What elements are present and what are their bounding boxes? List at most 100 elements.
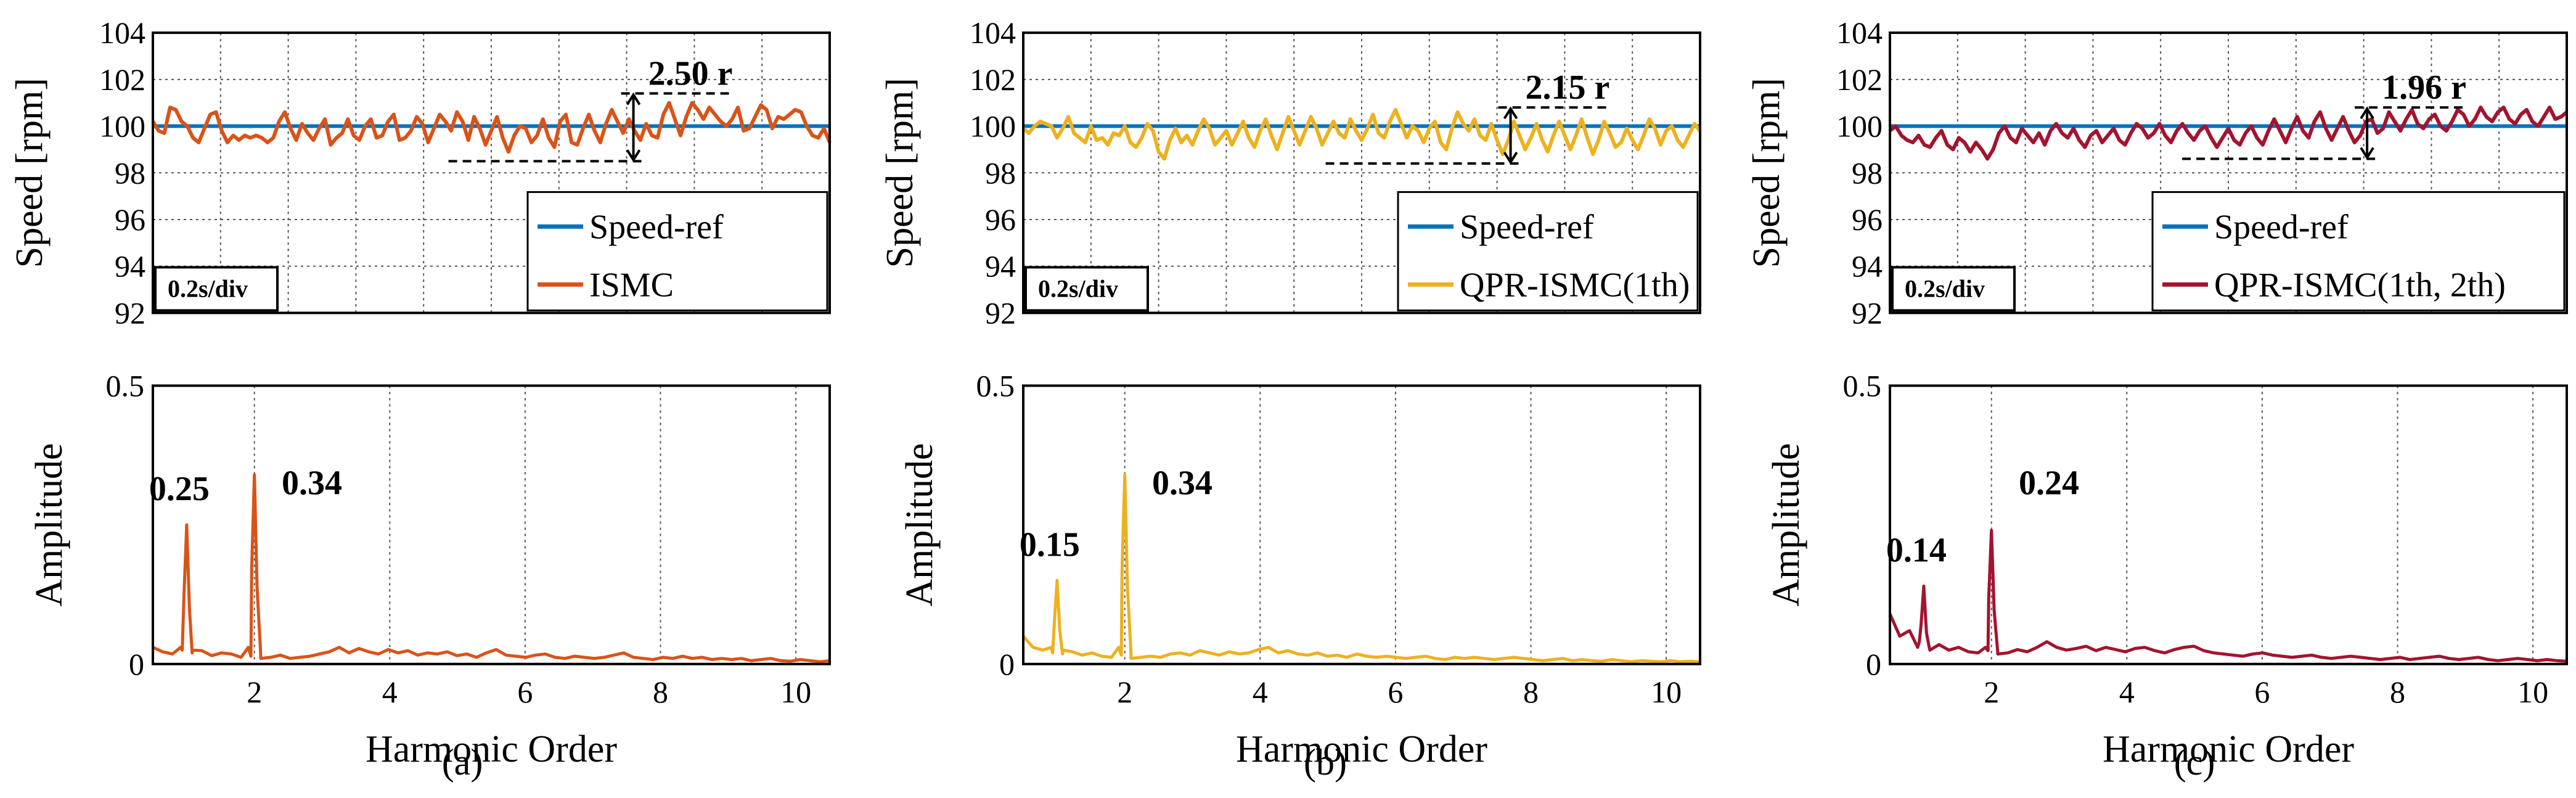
y-tick-label: 100 [970, 109, 1016, 144]
x-axis-label: Harmonic Order [2103, 728, 2354, 770]
y-tick-label: 102 [1836, 62, 1883, 97]
x-tick-label: 4 [1253, 675, 1268, 709]
peak-label-2: 0.24 [2019, 464, 2079, 502]
y-tick-label: 96 [1852, 202, 1883, 237]
x-tick-label: 2 [247, 675, 262, 709]
time-div-label: 0.2s/div [1905, 274, 1985, 302]
x-tick-label: 2 [1117, 675, 1132, 709]
series-line-QPR-ISMC(1th) [1022, 108, 1702, 161]
peak-label-2: 0.34 [282, 464, 342, 502]
y-tick-label: 0 [999, 647, 1015, 681]
y-axis-label: Amplitude [1765, 443, 1807, 606]
plot-c-fft: 2 4 6 8 10 0 0.5 Harmonic Order Amplitude 0.14 0.2… [1765, 368, 2568, 770]
y-axis-label: Speed [rpm] [9, 78, 51, 268]
x-axis-label: Harmonic Order [1236, 728, 1487, 770]
ripple-label: 1.96 r [2382, 68, 2466, 107]
ripple-arrow-head-up [626, 92, 641, 105]
y-tick-label: 92 [985, 295, 1016, 330]
y-axis-label: Speed [rpm] [1746, 78, 1788, 268]
plot-frame [152, 31, 831, 315]
y-tick-label: 0 [129, 647, 144, 681]
ripple-arrow-head-down [2360, 147, 2374, 160]
y-axis-label: Amplitude [899, 443, 941, 606]
ripple-label: 2.15 r [1526, 68, 1610, 107]
y-tick-label: 104 [970, 15, 1016, 50]
x-tick-label: 4 [2119, 675, 2135, 709]
x-tick-label: 8 [1523, 675, 1539, 709]
x-tick-label: 6 [2254, 675, 2270, 709]
legend-box [526, 191, 828, 311]
legend-box [2151, 191, 2566, 311]
series-line-ISMC [151, 101, 832, 154]
y-tick-label: 102 [99, 62, 145, 97]
y-tick-label: 94 [1852, 249, 1883, 284]
y-axis-label: Amplitude [28, 443, 70, 606]
subfigure-label-a: (a) [442, 742, 483, 783]
time-div-box [1891, 266, 2016, 312]
legend-entry: QPR-ISMC(1th, 2th) [2214, 266, 2506, 304]
y-tick-label: 92 [1852, 295, 1883, 330]
ripple-arrow-head-down [626, 149, 641, 163]
ripple-label: 2.50 r [648, 55, 733, 93]
time-div-label: 0.2s/div [1038, 274, 1118, 302]
x-tick-label: 8 [2390, 675, 2405, 709]
time-div-box [1024, 266, 1149, 312]
x-tick-label: 2 [1984, 675, 1999, 709]
plot-c-speed: 92 94 96 98 100 102 104 Speed [rpm] 1.96 r 0.2s/d… [1746, 15, 2568, 330]
legend-entry: Speed-ref [2214, 208, 2349, 246]
spectrum-line [1022, 473, 1701, 664]
legend-box [1397, 191, 1699, 311]
plot-b-speed: 92 94 96 98 100 102 104 Speed [rpm] 2.15 r 0.2s/d… [879, 15, 1702, 330]
x-tick-label: 10 [1651, 675, 1682, 709]
y-tick-label: 0.5 [106, 368, 145, 403]
y-tick-label: 94 [115, 249, 145, 284]
subfigure-label-c: (c) [2174, 742, 2215, 783]
y-tick-label: 98 [115, 155, 145, 190]
time-div-label: 0.2s/div [168, 274, 248, 302]
y-tick-label: 92 [115, 295, 145, 330]
x-tick-label: 4 [382, 675, 398, 709]
time-div-box [154, 266, 279, 312]
plot-a-fft: 2 4 6 8 10 0 0.5 Harmonic Order Amplitude 0.25 0.3… [28, 368, 831, 770]
subfigure-label-b: (b) [1304, 742, 1347, 783]
y-tick-label: 104 [1836, 15, 1883, 50]
y-tick-label: 0.5 [1843, 368, 1882, 403]
legend-entry: Speed-ref [1460, 208, 1594, 246]
plot-frame [1022, 31, 1701, 315]
x-tick-label: 10 [780, 675, 811, 709]
y-tick-label: 98 [1852, 155, 1883, 190]
plot-a-speed: 92 94 96 98 100 102 104 Speed [rpm] 2.50 r 0.2s/d… [9, 15, 832, 330]
peak-label-1: 0.14 [1886, 531, 1947, 569]
y-tick-label: 96 [115, 202, 145, 237]
ripple-arrow-head-up [1503, 106, 1518, 120]
plot-frame [1889, 31, 2568, 315]
spectrum-line [152, 473, 830, 664]
peak-label-1: 0.15 [1020, 525, 1080, 564]
legend-entry: ISMC [589, 266, 674, 304]
y-tick-label: 102 [970, 62, 1016, 97]
y-tick-label: 104 [99, 15, 145, 50]
y-tick-label: 0.5 [976, 368, 1015, 403]
series-line-QPR-ISMC(1th, 2th) [1889, 105, 2568, 161]
legend-entry: QPR-ISMC(1th) [1460, 266, 1690, 304]
y-tick-label: 94 [985, 249, 1016, 284]
plot-frame [1022, 384, 1701, 665]
ripple-arrow-head-up [2360, 106, 2374, 120]
y-tick-label: 96 [985, 202, 1016, 237]
legend-entry: Speed-ref [589, 208, 724, 246]
x-tick-label: 10 [2517, 675, 2548, 709]
y-tick-label: 100 [99, 109, 145, 144]
subfigure-label-group: (a) (b) (c) [442, 742, 2215, 783]
x-tick-label: 6 [517, 675, 533, 709]
plot-frame [152, 384, 831, 665]
y-axis-label: Speed [rpm] [879, 78, 921, 268]
ripple-arrow-head-down [1503, 152, 1518, 165]
y-tick-label: 100 [1836, 109, 1883, 144]
x-tick-label: 6 [1388, 675, 1403, 709]
y-tick-label: 0 [1866, 647, 1881, 681]
x-axis-label: Harmonic Order [366, 728, 617, 770]
peak-label-2: 0.34 [1152, 464, 1212, 502]
y-tick-label: 98 [985, 155, 1016, 190]
